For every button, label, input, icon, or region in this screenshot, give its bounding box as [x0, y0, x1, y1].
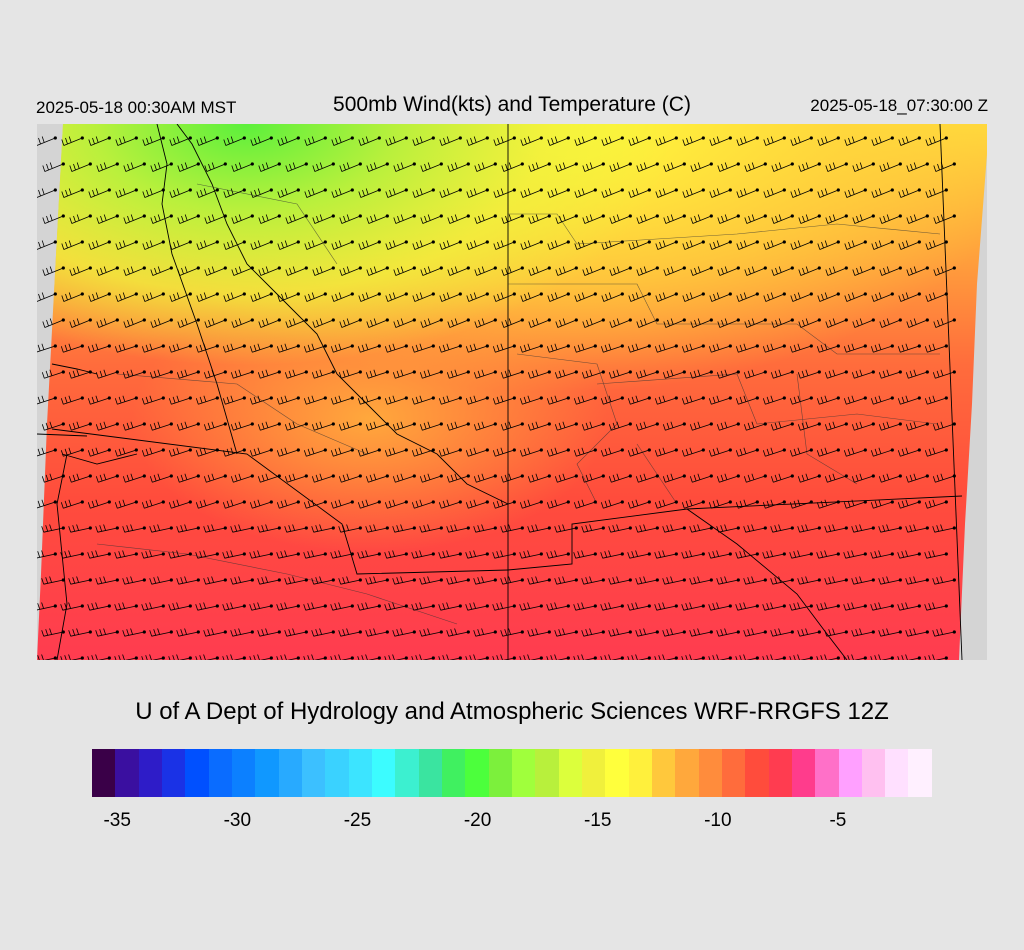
colorbar-tick-label: -30 [223, 810, 252, 831]
colorbar-cell [791, 749, 816, 797]
colorbar-cell [721, 749, 746, 797]
colorbar-cell [628, 749, 652, 797]
colorbar-cell [511, 749, 536, 797]
colorbar-cell [92, 749, 116, 797]
map-title: 500mb Wind(kts) and Temperature (C) [333, 93, 691, 116]
colorbar-cell [651, 749, 676, 797]
colorbar-cell [278, 749, 302, 797]
colorbar-cell [465, 749, 489, 797]
colorbar-ticks: -35 -30 -25 -20 -15 -10 -5 [92, 810, 932, 834]
colorbar-cell [861, 749, 886, 797]
colorbar-cell [255, 749, 279, 797]
local-time-label: 2025-05-18 00:30AM MST [36, 98, 237, 117]
colorbar-tick-label: -25 [343, 810, 372, 831]
colorbar-cell [325, 749, 349, 797]
colorbar-cell [418, 749, 442, 797]
colorbar-cell [815, 749, 839, 797]
colorbar-cell [698, 749, 722, 797]
colorbar-cell [488, 749, 512, 797]
colorbar-cell [371, 749, 396, 797]
colorbar-cell [581, 749, 606, 797]
colorbar-cell [745, 749, 769, 797]
colorbar-cell [535, 749, 559, 797]
utc-time-label: 2025-05-18_07:30:00 Z [810, 96, 988, 115]
colorbar-tick-label: -10 [704, 810, 732, 831]
colorbar-cell [441, 749, 466, 797]
colorbar-cell [908, 749, 932, 797]
colorbar-cell [768, 749, 792, 797]
colorbar-cell [231, 749, 256, 797]
colorbar-cell [558, 749, 582, 797]
colorbar-cell [885, 749, 909, 797]
colorbar-cell [208, 749, 232, 797]
colorbar-cell [115, 749, 139, 797]
colorbar-cell [301, 749, 326, 797]
colorbar-cell [675, 749, 699, 797]
colorbar-cell [395, 749, 419, 797]
colorbar-cell [605, 749, 629, 797]
colorbar-tick-label: -20 [463, 810, 492, 831]
model-credit: U of A Dept of Hydrology and Atmospheric… [135, 698, 889, 725]
colorbar-tick-label: -15 [583, 810, 612, 831]
colorbar-cell [161, 749, 186, 797]
colorbar-cell [185, 749, 209, 797]
colorbar-tick-label: -35 [103, 810, 131, 831]
temperature-wind-map [37, 124, 987, 660]
colorbar-tick-label: -5 [829, 810, 847, 831]
colorbar-cell [348, 749, 372, 797]
temperature-colorbar [92, 749, 932, 797]
colorbar-cell [838, 749, 862, 797]
colorbar-cell [138, 749, 162, 797]
